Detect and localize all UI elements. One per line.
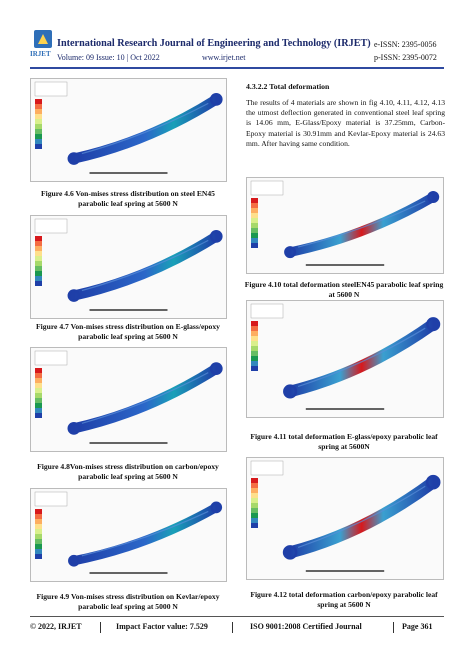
- figure-image: [246, 457, 444, 580]
- e-issn: e-ISSN: 2395-0056: [374, 40, 437, 49]
- header-rule: [30, 67, 444, 69]
- website: www.irjet.net: [202, 53, 246, 62]
- figure-image: [246, 300, 444, 418]
- figure-caption: Figure 4.10 total deformation steelEN45 …: [244, 280, 444, 299]
- figure-caption: Figure 4.6 Von-mises stress distribution…: [41, 189, 215, 208]
- footer-copyright: © 2022, IRJET: [30, 622, 82, 631]
- footer-separator: [393, 622, 394, 633]
- figure-caption: Figure 4.8Von-mises stress distribution …: [37, 462, 219, 481]
- footer-iso: ISO 9001:2008 Certified Journal: [250, 622, 362, 631]
- footer-separator: [232, 622, 233, 633]
- figure-caption: Figure 4.9 Von-mises stress distribution…: [36, 592, 220, 611]
- figure-image: [30, 78, 227, 182]
- volume: Volume: 09 Issue: 10 | Oct 2022: [57, 53, 160, 62]
- fea-render: [250, 303, 441, 410]
- p-issn: p-ISSN: 2395-0072: [374, 53, 437, 62]
- journal-title: International Research Journal of Engine…: [57, 38, 371, 49]
- logo-text: IRJET: [30, 50, 51, 58]
- footer-rule: [30, 616, 444, 617]
- footer-page: Page 361: [402, 622, 433, 631]
- logo-icon: [34, 30, 52, 48]
- figure-image: [246, 177, 444, 274]
- paragraph: The results of 4 materials are shown in …: [246, 98, 445, 148]
- section-heading: 4.3.2.2 Total deformation: [246, 82, 330, 91]
- fea-render: [34, 491, 223, 574]
- fea-render: [250, 460, 441, 572]
- fea-render: [34, 81, 223, 174]
- figure-image: [30, 215, 227, 319]
- figure-image: [30, 347, 227, 452]
- figure-caption: Figure 4.12 total deformation carbon/epo…: [250, 590, 438, 609]
- fea-render: [34, 218, 223, 311]
- figure-caption: Figure 4.11 total deformation E-glass/ep…: [250, 432, 438, 451]
- figure-image: [30, 488, 227, 582]
- fea-render: [250, 180, 440, 266]
- figure-caption: Figure 4.7 Von-mises stress distribution…: [36, 322, 220, 341]
- footer-separator: [100, 622, 101, 633]
- fea-render: [34, 350, 223, 444]
- footer-impact: Impact Factor value: 7.529: [116, 622, 208, 631]
